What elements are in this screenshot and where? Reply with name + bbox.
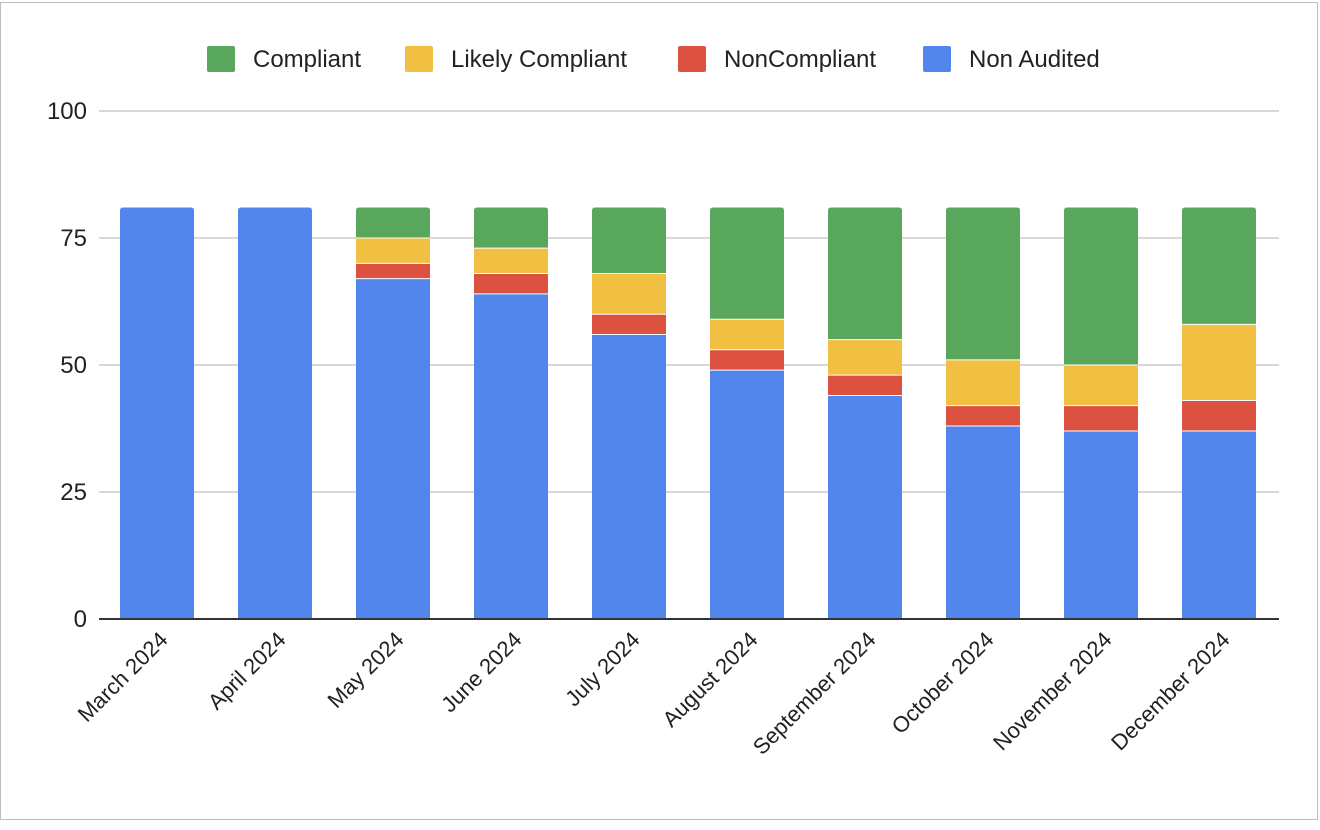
y-tick-label: 75 [60, 225, 87, 252]
bar-segment [1182, 400, 1256, 432]
x-tick-label: October 2024 [887, 627, 999, 739]
y-axis-ticks: 0 25 50 75 100 [47, 98, 87, 633]
legend-label: Non Audited [969, 46, 1100, 73]
bar-segment [356, 207, 430, 238]
bar-segment [356, 238, 430, 264]
legend-swatch [923, 46, 951, 72]
legend-item: NonCompliant [678, 46, 876, 73]
bar-segment [474, 207, 548, 249]
legend-swatch [678, 46, 706, 72]
legend-label: Likely Compliant [451, 46, 627, 73]
x-tick-label: June 2024 [436, 627, 526, 717]
bar-segment [120, 207, 194, 619]
y-tick-label: 50 [60, 352, 87, 379]
bar-segment [474, 273, 548, 294]
bar-segment [592, 207, 666, 274]
legend-item: Non Audited [923, 46, 1100, 73]
bar-segment [710, 319, 784, 350]
x-tick-label: May 2024 [323, 627, 409, 713]
y-tick-label: 100 [47, 98, 87, 125]
bars [120, 207, 1256, 619]
x-axis-ticks: March 2024 April 2024 May 2024 June 2024 Jul… [73, 627, 1235, 760]
x-tick-label: July 2024 [560, 627, 644, 711]
bar-segment [1182, 324, 1256, 401]
bar-segment [710, 207, 784, 320]
bar-segment [356, 278, 430, 619]
x-tick-label: March 2024 [73, 627, 173, 727]
bar-segment [828, 375, 902, 396]
legend-swatch [207, 46, 235, 72]
bar-segment [828, 395, 902, 619]
bar-segment [710, 349, 784, 371]
bar-segment [1064, 365, 1138, 406]
x-tick-label: December 2024 [1106, 627, 1234, 755]
bar-segment [592, 334, 666, 619]
bar-segment [828, 207, 902, 340]
bar-segment [474, 293, 548, 619]
bar-segment [946, 405, 1020, 426]
x-tick-label: September 2024 [748, 627, 881, 760]
bar-segment [828, 339, 902, 376]
x-tick-label: August 2024 [657, 627, 762, 732]
legend-label: NonCompliant [724, 46, 876, 73]
x-tick-label: April 2024 [203, 627, 291, 715]
bar-segment [946, 425, 1020, 619]
y-tick-label: 0 [74, 606, 87, 633]
x-tick-label: November 2024 [988, 627, 1116, 755]
legend-label: Compliant [253, 46, 361, 73]
legend-item: Likely Compliant [405, 46, 627, 73]
legend-item: Compliant [207, 46, 361, 73]
legend-swatch [405, 46, 433, 72]
stacked-bar-chart: 0 25 50 75 100 March 2024 April 2024 May 2024 Ju… [47, 46, 1279, 760]
bar-segment [592, 314, 666, 335]
y-tick-label: 25 [60, 479, 87, 506]
bar-segment [946, 207, 1020, 360]
bar-segment [1064, 431, 1138, 619]
legend: Compliant Likely Compliant NonCompliant Non… [207, 46, 1100, 73]
bar-segment [1182, 207, 1256, 325]
bar-segment [474, 248, 548, 274]
bar-segment [238, 207, 312, 619]
bar-segment [1064, 405, 1138, 432]
bar-segment [710, 370, 784, 619]
bar-segment [356, 263, 430, 279]
bar-segment [1064, 207, 1138, 365]
bar-segment [592, 273, 666, 315]
bar-segment [1182, 431, 1256, 619]
bar-segment [946, 359, 1020, 406]
